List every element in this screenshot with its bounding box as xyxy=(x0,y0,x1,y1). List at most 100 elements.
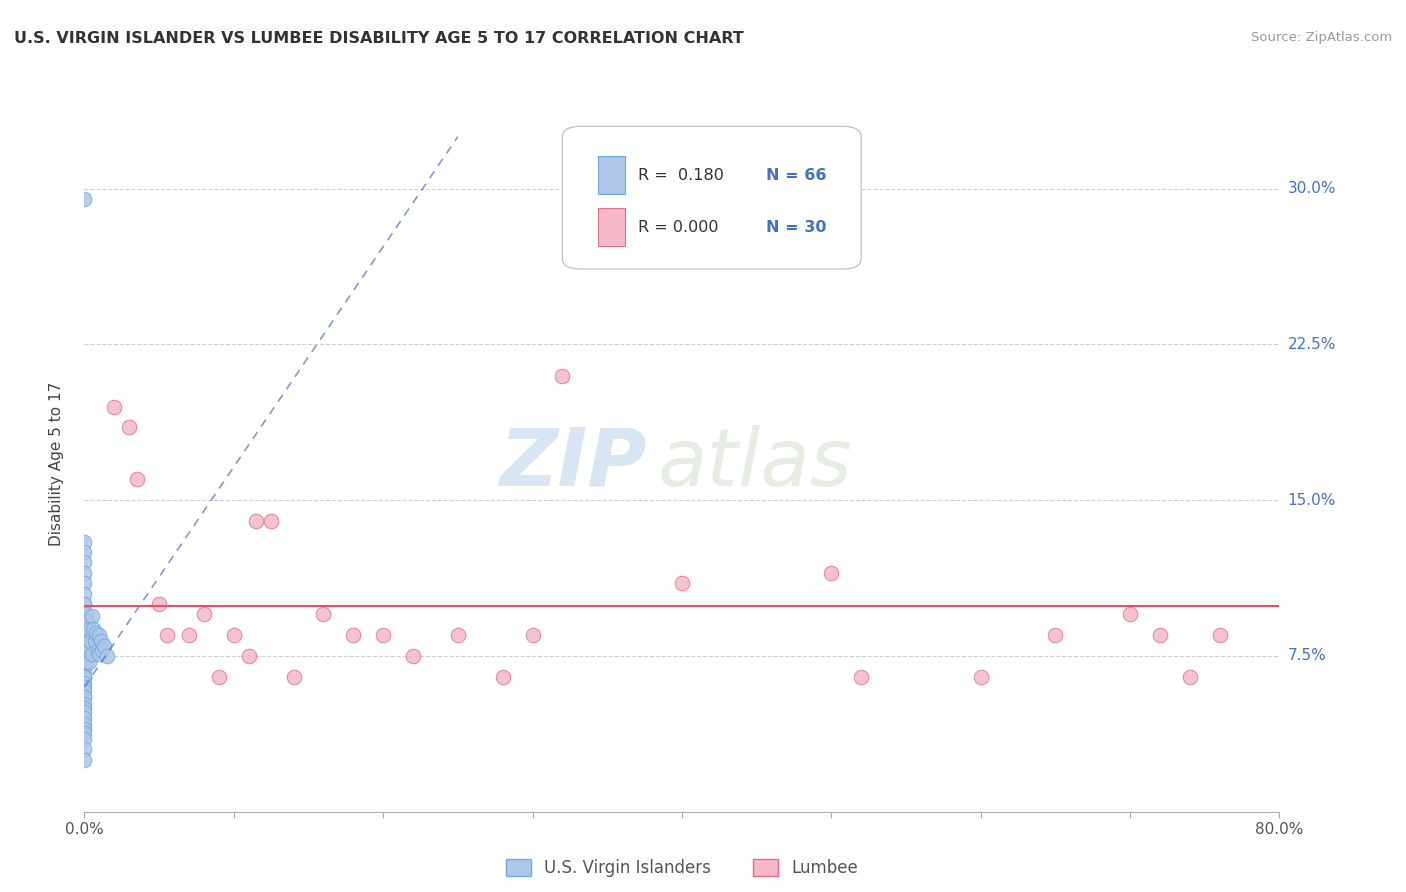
Point xyxy=(155,628,177,642)
Text: Source: ZipAtlas.com: Source: ZipAtlas.com xyxy=(1251,31,1392,45)
Point xyxy=(820,566,842,580)
Point xyxy=(73,628,96,642)
Point xyxy=(73,617,96,632)
Point xyxy=(1178,670,1201,684)
Point xyxy=(73,726,96,740)
Point xyxy=(91,642,114,657)
Point xyxy=(73,639,96,653)
Point xyxy=(93,639,115,653)
Point xyxy=(193,607,215,622)
Point xyxy=(86,626,108,640)
FancyBboxPatch shape xyxy=(599,208,624,246)
Point xyxy=(1208,628,1232,642)
Point xyxy=(342,628,364,642)
Text: R =  0.180: R = 0.180 xyxy=(638,168,724,183)
Point xyxy=(73,659,96,673)
Point xyxy=(1149,628,1171,642)
Point xyxy=(75,634,97,648)
Point xyxy=(82,622,104,636)
Point xyxy=(73,607,96,622)
Point xyxy=(551,368,574,383)
Point xyxy=(849,670,872,684)
Point xyxy=(73,566,96,580)
Point xyxy=(75,607,97,622)
Point xyxy=(118,420,141,434)
Point xyxy=(245,514,267,528)
Point xyxy=(447,628,470,642)
Point xyxy=(73,648,96,663)
Point xyxy=(103,400,125,414)
Point xyxy=(89,647,111,661)
Text: 30.0%: 30.0% xyxy=(1288,181,1336,196)
Point xyxy=(79,634,101,648)
Point xyxy=(73,732,96,747)
Point xyxy=(73,587,96,601)
Point xyxy=(73,648,96,663)
Point xyxy=(148,597,170,611)
Point xyxy=(73,680,96,694)
Point xyxy=(1119,607,1142,622)
Point xyxy=(73,670,96,684)
Point xyxy=(73,597,96,611)
Point xyxy=(73,617,96,632)
Point xyxy=(73,697,96,711)
Point xyxy=(73,670,96,684)
Text: 15.0%: 15.0% xyxy=(1288,492,1336,508)
Point xyxy=(77,655,100,669)
Point xyxy=(1045,628,1067,642)
FancyBboxPatch shape xyxy=(599,156,624,194)
Point xyxy=(73,576,96,591)
Text: U.S. VIRGIN ISLANDER VS LUMBEE DISABILITY AGE 5 TO 17 CORRELATION CHART: U.S. VIRGIN ISLANDER VS LUMBEE DISABILIT… xyxy=(14,31,744,46)
Point xyxy=(73,545,96,559)
Text: N = 30: N = 30 xyxy=(765,219,827,235)
Point xyxy=(73,717,96,731)
Legend: U.S. Virgin Islanders, Lumbee: U.S. Virgin Islanders, Lumbee xyxy=(499,852,865,883)
Point xyxy=(80,647,103,661)
Point xyxy=(73,556,96,570)
Point xyxy=(73,753,96,767)
Point xyxy=(75,622,97,636)
Point xyxy=(73,655,96,669)
Point xyxy=(76,614,98,628)
Point xyxy=(73,711,96,725)
Point xyxy=(970,670,993,684)
Point xyxy=(90,634,112,648)
Point xyxy=(73,742,96,756)
Point xyxy=(522,628,544,642)
Point xyxy=(73,597,96,611)
Point xyxy=(73,670,96,684)
Y-axis label: Disability Age 5 to 17: Disability Age 5 to 17 xyxy=(49,382,63,546)
Point xyxy=(96,648,118,663)
Point xyxy=(73,690,96,705)
Point xyxy=(77,639,100,653)
Text: atlas: atlas xyxy=(658,425,853,503)
Point xyxy=(75,655,97,669)
Point xyxy=(238,648,260,663)
Point xyxy=(222,628,245,642)
Text: 7.5%: 7.5% xyxy=(1288,648,1326,664)
Point xyxy=(73,628,96,642)
Point xyxy=(73,639,96,653)
Point xyxy=(75,642,97,657)
Point xyxy=(83,634,105,648)
Point xyxy=(73,617,96,632)
Point xyxy=(73,676,96,690)
Point xyxy=(73,534,96,549)
Point xyxy=(73,701,96,715)
Text: 22.5%: 22.5% xyxy=(1288,337,1336,352)
Point xyxy=(312,607,335,622)
Point xyxy=(177,628,200,642)
Point xyxy=(73,639,96,653)
Text: N = 66: N = 66 xyxy=(765,168,827,183)
Text: R = 0.000: R = 0.000 xyxy=(638,219,718,235)
Point xyxy=(73,705,96,719)
Point xyxy=(73,192,96,206)
Point xyxy=(283,670,305,684)
Point xyxy=(671,576,693,591)
Point xyxy=(73,722,96,736)
Point xyxy=(73,690,96,705)
Point xyxy=(77,622,100,636)
Point xyxy=(76,628,98,642)
Point xyxy=(402,648,425,663)
Point xyxy=(73,659,96,673)
